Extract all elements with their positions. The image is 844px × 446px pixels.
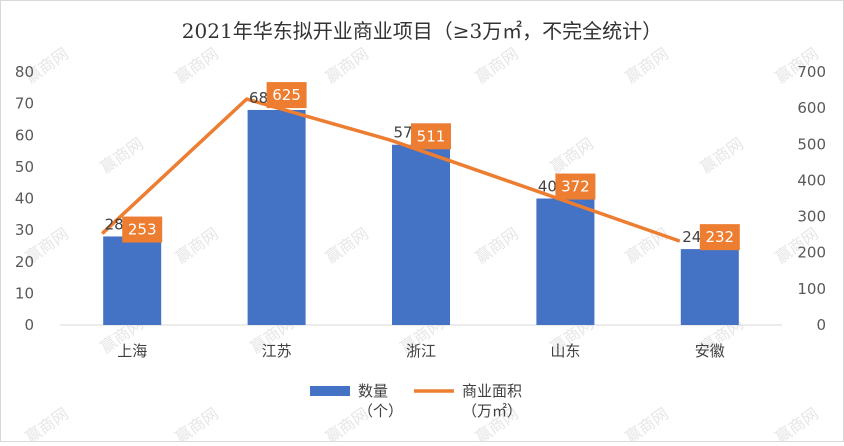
line-label-text: 511 <box>417 127 446 145</box>
right-axis-tick-label: 400 <box>797 171 826 189</box>
bar-value-label: 24 <box>682 228 701 246</box>
left-axis-tick-label: 40 <box>15 190 34 208</box>
bar <box>392 144 450 325</box>
right-axis-tick-label: 600 <box>797 99 826 117</box>
line-label-text: 625 <box>272 86 301 104</box>
line-label-box <box>411 123 451 150</box>
bar <box>103 236 162 325</box>
legend-item-line: 商业面积 （万㎡） <box>414 382 522 420</box>
left-axis-tick-label: 20 <box>15 253 34 271</box>
category-label: 上海 <box>117 342 147 360</box>
line-label-box <box>699 224 740 251</box>
bar <box>536 198 595 325</box>
legend: 数量 （个） 商业面积 （万㎡） <box>310 382 522 420</box>
legend-label-bar-unit: （个） <box>358 402 403 420</box>
line-label-text: 372 <box>561 178 590 196</box>
line-value-label: 511 <box>411 123 451 150</box>
left-axis-tick-label: 30 <box>15 221 34 239</box>
legend-label-line: 商业面积 <box>462 382 522 400</box>
bar-value-label: 28 <box>105 215 124 233</box>
category-label: 安徽 <box>695 342 725 360</box>
category-label: 山东 <box>550 342 580 360</box>
bar <box>247 109 306 325</box>
legend-swatch-bar <box>310 386 350 396</box>
line-label-text: 253 <box>128 221 157 239</box>
category-label: 浙江 <box>406 342 436 360</box>
line-label-box <box>266 82 307 109</box>
line-data-labels: 253 625 511 372 232 <box>122 82 740 251</box>
left-axis-tick-label: 60 <box>15 126 34 144</box>
legend-label-bar: 数量 <box>358 382 388 400</box>
bar-value-label: 57 <box>393 124 412 142</box>
left-axis-tick-label: 70 <box>15 95 34 113</box>
right-axis-tick-label: 100 <box>797 280 826 298</box>
line-series <box>101 97 681 243</box>
right-axis-tick-label: 500 <box>797 135 826 153</box>
left-axis-tick-label: 50 <box>15 158 34 176</box>
category-axis-labels: 上海 江苏 浙江 山东 安徽 <box>117 342 725 360</box>
bar-data-labels: 28 68 57 40 24 <box>105 89 702 246</box>
right-axis-tick-label: 0 <box>816 316 826 334</box>
line-value-label: 625 <box>266 82 307 109</box>
bar-value-label: 40 <box>538 178 557 196</box>
left-axis-tick-label: 0 <box>24 316 34 334</box>
legend-item-bar: 数量 （个） <box>310 382 403 420</box>
right-axis-tick-label: 300 <box>797 208 826 226</box>
bar-series <box>103 109 739 325</box>
line-path <box>101 97 681 243</box>
left-axis-tick-label: 80 <box>15 63 34 81</box>
chart-title: 2021年华东拟开业商业项目（≥3万㎡，不完全统计） <box>182 19 662 43</box>
category-label: 江苏 <box>262 342 292 360</box>
left-axis: 0 10 20 30 40 50 60 70 80 <box>15 63 34 334</box>
bar <box>680 249 739 325</box>
line-value-label: 372 <box>555 173 596 200</box>
line-value-label: 232 <box>699 224 740 251</box>
right-axis-tick-label: 700 <box>797 63 826 81</box>
line-label-box <box>122 216 163 243</box>
line-label-text: 232 <box>705 228 734 246</box>
line-value-label: 253 <box>122 216 163 243</box>
line-label-box <box>555 173 596 200</box>
left-axis-tick-label: 10 <box>15 284 34 302</box>
bar-value-label: 68 <box>249 89 268 107</box>
right-axis: 0 100 200 300 400 500 600 700 <box>797 63 826 334</box>
legend-label-line-unit: （万㎡） <box>462 402 522 420</box>
right-axis-tick-label: 200 <box>797 244 826 262</box>
